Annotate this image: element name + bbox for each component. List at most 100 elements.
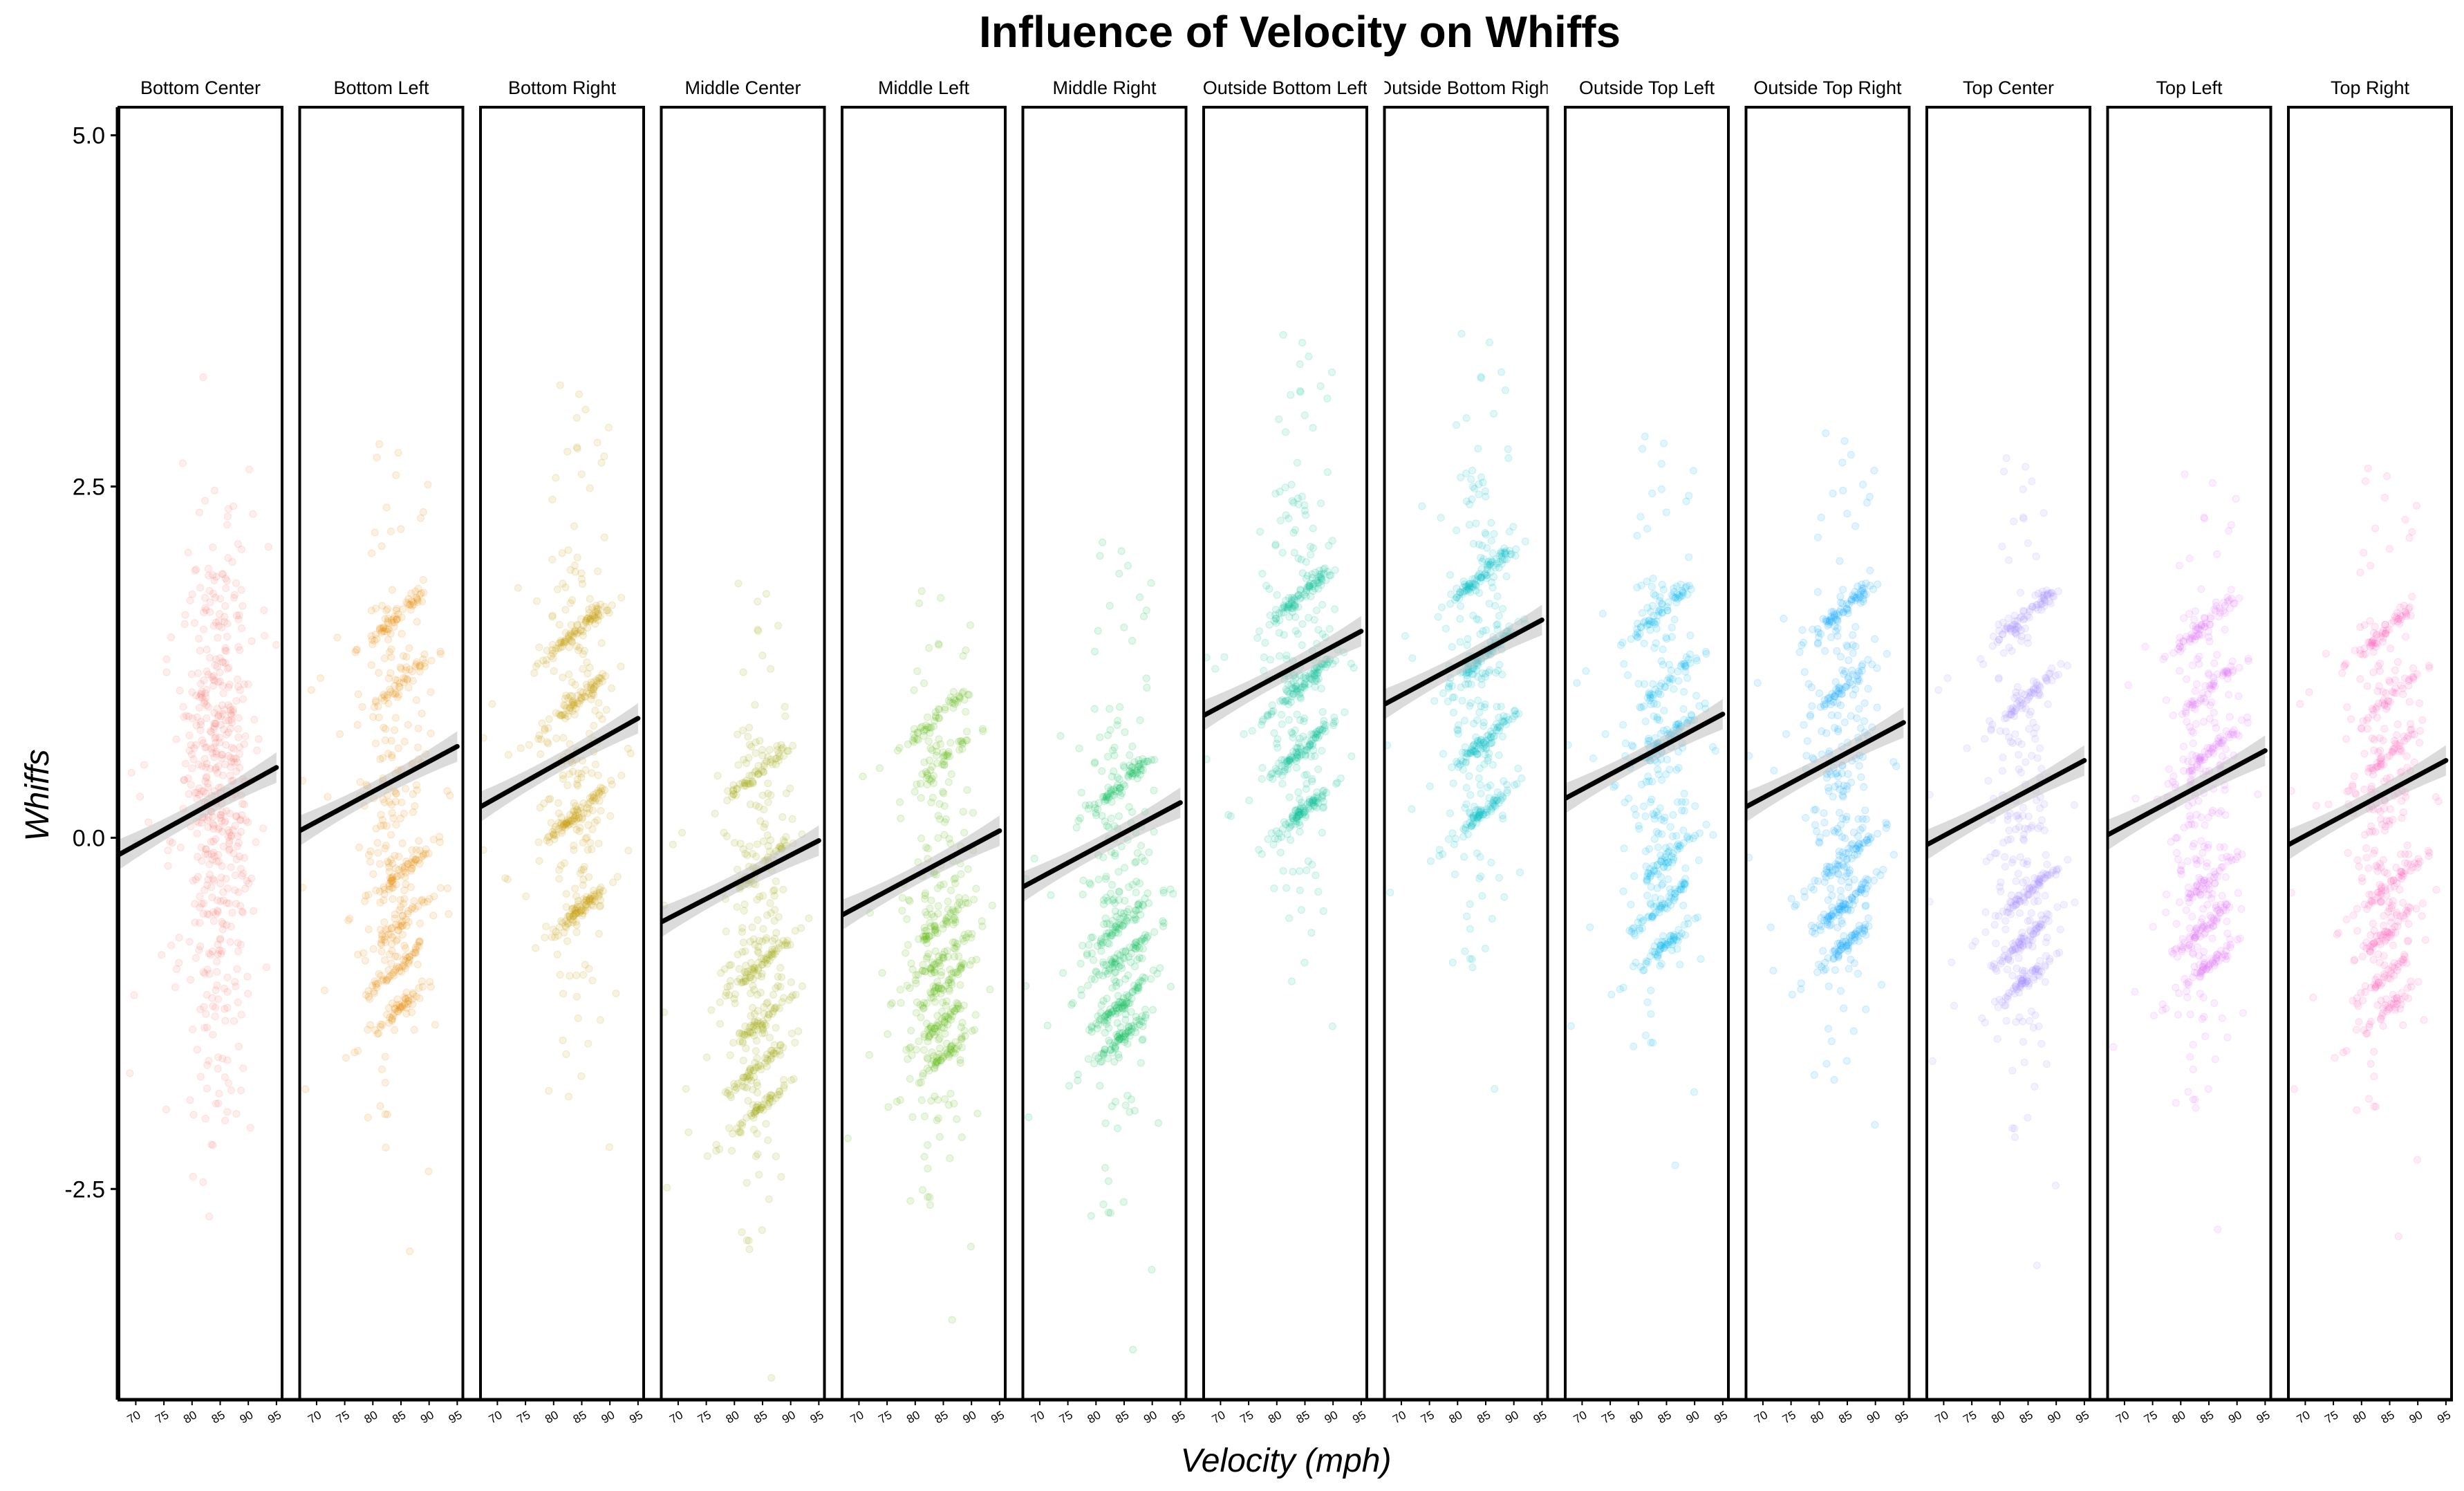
- scatter-point: [946, 909, 955, 918]
- scatter-point: [204, 823, 212, 831]
- scatter-point: [226, 703, 234, 711]
- scatter-point: [203, 701, 211, 710]
- scatter-point: [189, 714, 197, 723]
- scatter-point: [232, 611, 241, 620]
- scatter-point: [556, 970, 564, 979]
- scatter-point: [758, 1022, 766, 1030]
- scatter-point: [209, 849, 218, 857]
- scatter-point: [570, 710, 579, 719]
- scatter-point: [162, 655, 171, 663]
- scatter-point: [205, 910, 213, 919]
- scatter-point: [720, 828, 728, 837]
- scatter-point: [757, 954, 765, 963]
- scatter-point: [202, 789, 210, 797]
- scatter-point: [1088, 1022, 1096, 1030]
- scatter-point: [389, 615, 398, 623]
- scatter-point: [588, 603, 597, 612]
- scatter-point: [395, 1001, 404, 1009]
- scatter-point: [1287, 977, 1296, 985]
- scatter-point: [416, 661, 424, 669]
- scatter-point: [924, 737, 933, 746]
- scatter-point: [922, 935, 931, 944]
- scatter-point: [407, 858, 416, 867]
- scatter-point: [1270, 617, 1278, 625]
- scatter-point: [595, 674, 603, 682]
- scatter-point: [1128, 763, 1137, 771]
- scatter-point: [896, 985, 904, 994]
- scatter-point: [392, 965, 400, 973]
- scatter-point: [923, 780, 931, 789]
- scatter-point: [730, 1082, 739, 1091]
- scatter-point: [589, 794, 598, 802]
- scatter-point: [202, 1010, 210, 1018]
- scatter-point: [765, 1010, 773, 1019]
- scatter-point: [562, 1050, 570, 1059]
- scatter-point: [617, 771, 626, 779]
- scatter-point: [726, 982, 734, 990]
- scatter-point: [682, 1084, 690, 1093]
- scatter-point: [1302, 592, 1310, 601]
- scatter-point: [548, 933, 556, 941]
- scatter-point: [884, 1103, 893, 1111]
- scatter-point: [224, 826, 232, 834]
- scatter-point: [908, 965, 917, 974]
- scatter-point: [404, 918, 413, 926]
- scatter-point: [232, 900, 240, 908]
- scatter-point: [1272, 619, 1280, 627]
- facet-strip-label: Outside Top Left: [1579, 77, 1715, 98]
- scatter-point: [1300, 411, 1309, 420]
- scatter-point: [413, 618, 421, 626]
- scatter-point: [740, 977, 748, 985]
- scatter-point: [392, 604, 401, 613]
- scatter-point: [782, 789, 791, 797]
- scatter-point: [182, 712, 191, 720]
- scatter-point: [762, 1021, 770, 1030]
- scatter-point: [596, 674, 604, 683]
- scatter-point: [1103, 994, 1111, 1003]
- scatter-point: [754, 1017, 762, 1026]
- scatter-point: [746, 1066, 754, 1075]
- scatter-point: [1663, 676, 1672, 685]
- scatter-point: [200, 899, 208, 907]
- scatter-point: [384, 1019, 393, 1027]
- scatter-point: [775, 1047, 784, 1055]
- scatter-point: [1521, 537, 1529, 546]
- x-tick-label: 85: [571, 1408, 589, 1426]
- scatter-point: [1567, 1021, 1575, 1030]
- facet-strip-label: Middle Center: [684, 77, 801, 98]
- scatter-point: [751, 768, 759, 777]
- scatter-point: [546, 795, 554, 803]
- scatter-point: [382, 977, 391, 985]
- scatter-point: [1133, 943, 1141, 951]
- scatter-point: [945, 752, 954, 761]
- scatter-point: [543, 738, 552, 746]
- scatter-point: [1278, 548, 1287, 557]
- scatter-point: [572, 909, 581, 918]
- scatter-point: [926, 723, 934, 732]
- scatter-point: [399, 651, 408, 660]
- scatter-point: [204, 784, 212, 792]
- scatter-point: [386, 878, 395, 886]
- scatter-point: [1135, 1021, 1144, 1029]
- scatter-point: [401, 674, 409, 683]
- scatter-point: [953, 940, 962, 948]
- scatter-point: [569, 698, 577, 707]
- scatter-point: [1297, 802, 1305, 811]
- scatter-point: [205, 949, 213, 958]
- scatter-point: [1101, 932, 1110, 941]
- scatter-point: [934, 952, 943, 961]
- scatter-point: [364, 925, 373, 934]
- scatter-point: [1313, 792, 1321, 800]
- scatter-point: [726, 976, 735, 985]
- scatter-point: [1512, 545, 1520, 553]
- scatter-point: [911, 788, 919, 796]
- scatter-point: [1329, 721, 1338, 730]
- scatter-point: [944, 778, 953, 786]
- scatter-point: [384, 859, 393, 867]
- scatter-point: [741, 977, 749, 986]
- scatter-point: [398, 798, 406, 806]
- scatter-point: [1460, 716, 1468, 725]
- scatter-point: [1102, 1020, 1111, 1028]
- scatter-point: [236, 686, 245, 694]
